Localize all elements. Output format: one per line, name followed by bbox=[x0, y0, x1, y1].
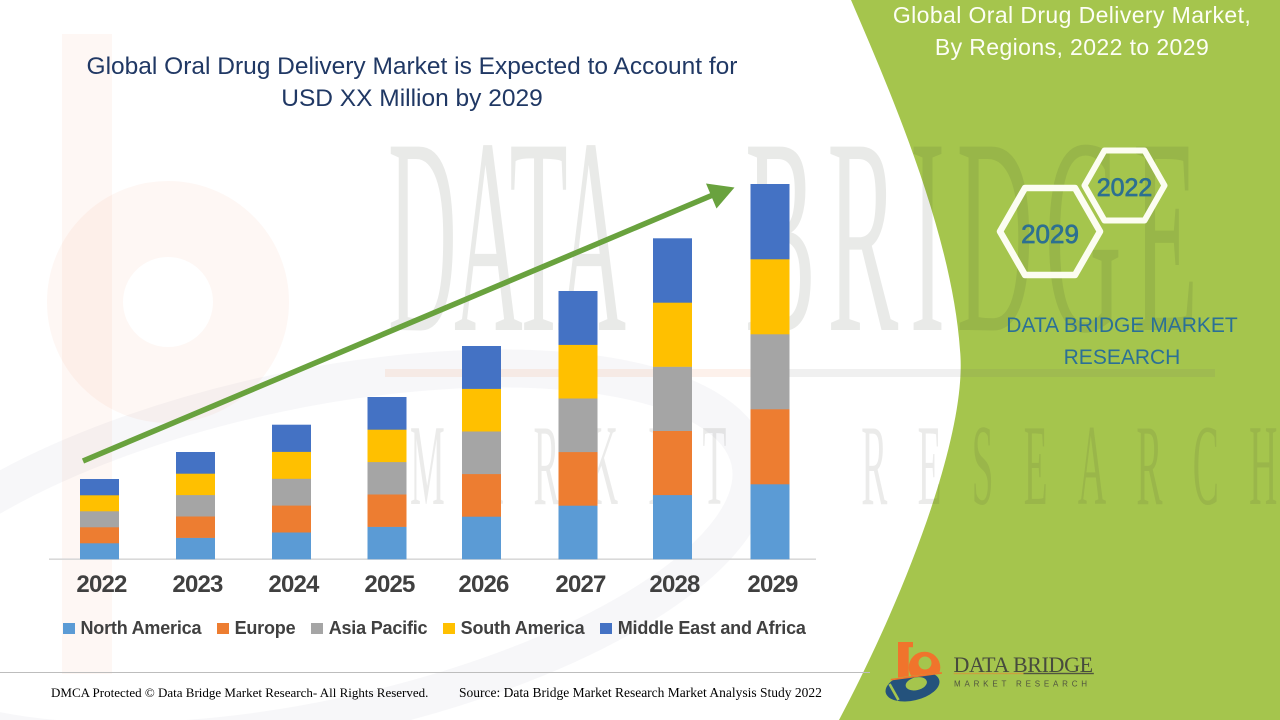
svg-text:DATA BRIDGE: DATA BRIDGE bbox=[954, 652, 1093, 677]
svg-text:MARKET RESEARCH: MARKET RESEARCH bbox=[954, 679, 1091, 688]
